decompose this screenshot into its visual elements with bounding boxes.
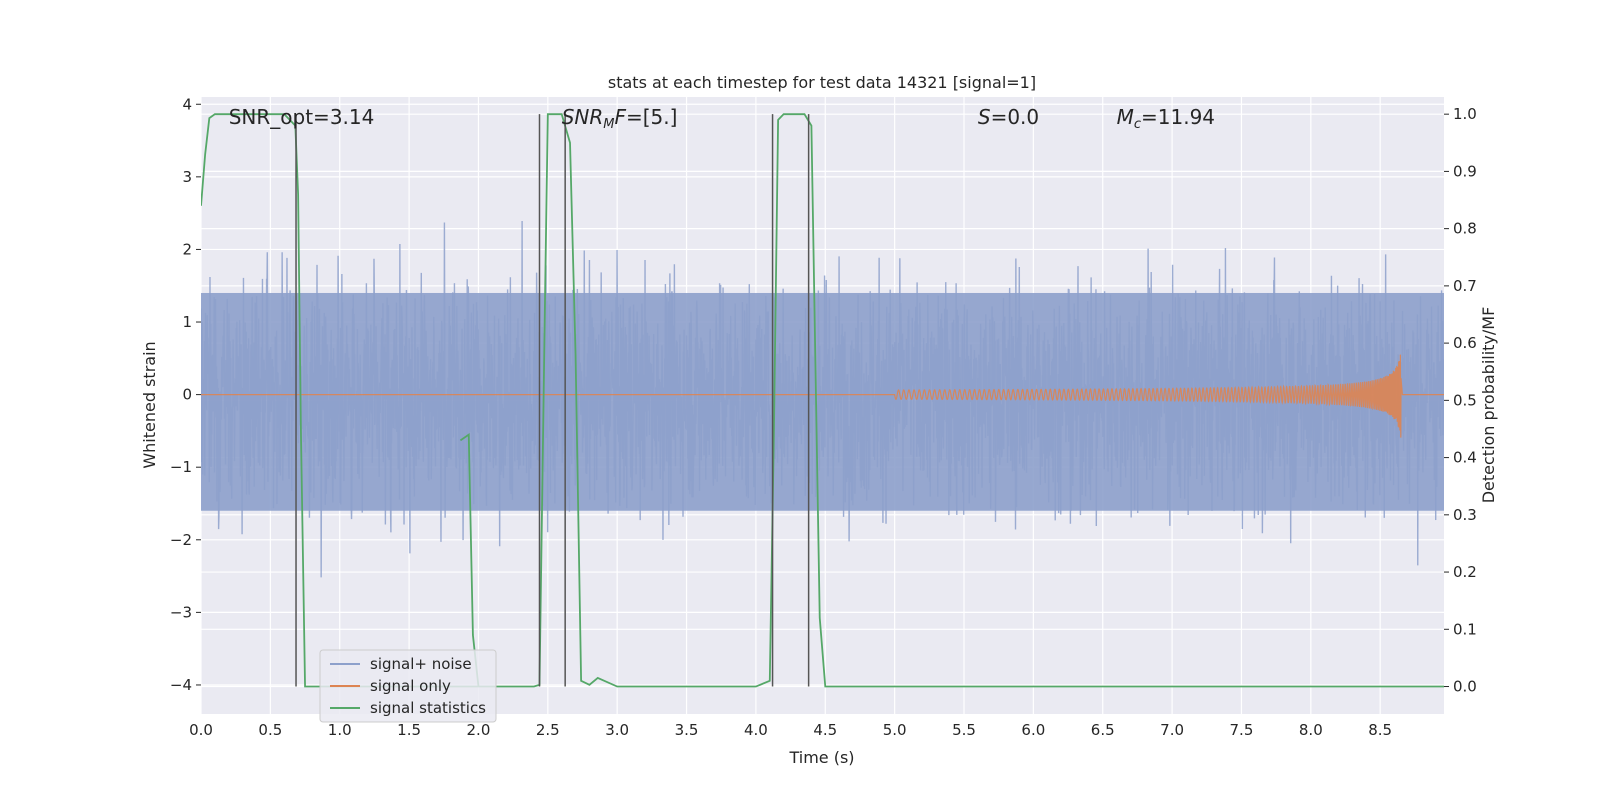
x-tick-label: 2.5 — [536, 721, 560, 739]
annotation-math: S — [978, 105, 991, 129]
x-tick-label: 6.0 — [1021, 721, 1045, 739]
y2-tick-label: 0.7 — [1453, 277, 1477, 295]
x-tick-label: 5.5 — [952, 721, 976, 739]
y-axis-right: 1.0 0.9 0.8 0.7 0.6 0.5 0.4 0.3 0.2 0.1 0.0 — [1444, 105, 1477, 696]
y-tick-label: −2 — [170, 531, 192, 549]
y-tick-label: 3 — [182, 168, 192, 186]
annotation-sub: M — [603, 117, 614, 132]
y2-tick-label: 0.0 — [1453, 678, 1477, 696]
annotation-text: Mc=11.94 — [1117, 105, 1215, 132]
x-tick-label: 5.0 — [883, 721, 907, 739]
y2-tick-label: 0.9 — [1453, 162, 1477, 180]
y2-tick-label: 0.2 — [1453, 563, 1477, 581]
x-tick-label: 3.0 — [605, 721, 629, 739]
y2-tick-label: 1.0 — [1453, 105, 1477, 123]
legend-label-stats: signal statistics — [370, 699, 486, 717]
annotation-math: SNR — [562, 105, 604, 129]
x-tick-label: 6.5 — [1091, 721, 1115, 739]
annotations: SNR_opt=3.14 SNRMF=[5.] S=0.0 Mc=11.94 — [229, 105, 1215, 132]
annotation-text: SNR_opt=3.14 — [229, 105, 375, 129]
annotation-sub: c — [1134, 117, 1141, 132]
series-signal-only — [201, 354, 1444, 438]
annotation-text: S=0.0 — [978, 105, 1039, 129]
x-tick-label: 2.0 — [467, 721, 491, 739]
annotation-suffix: =0.0 — [991, 105, 1040, 129]
y2-tick-label: 0.8 — [1453, 220, 1477, 238]
x-tick-label: 1.0 — [328, 721, 352, 739]
y-tick-label: −3 — [170, 603, 192, 621]
y-tick-label: 4 — [182, 95, 192, 113]
x-axis: 0.0 0.5 1.0 1.5 2.0 2.5 3.0 3.5 4.0 4.5 5.0 5.5 6.0 6… — [189, 721, 1392, 739]
x-tick-label: 4.0 — [744, 721, 768, 739]
legend-box — [319, 649, 497, 723]
y-tick-label: −1 — [170, 458, 192, 476]
x-tick-label: 0.0 — [189, 721, 213, 739]
legend: signal+ noise signal only signal statist… — [319, 649, 497, 723]
x-tick-label: 1.5 — [397, 721, 421, 739]
y2-tick-label: 0.3 — [1453, 506, 1477, 524]
y-tick-label: 2 — [182, 240, 192, 258]
annotation-prefix: SNR_opt=3.14 — [229, 105, 375, 129]
y2-axis-label: Detection probability/MF — [1479, 307, 1498, 504]
x-axis-label: Time (s) — [788, 748, 854, 767]
x-tick-label: 3.5 — [675, 721, 699, 739]
annotation-suffix: F=[5.] — [614, 105, 677, 129]
x-tick-label: 0.5 — [258, 721, 282, 739]
y-tick-label: 0 — [182, 386, 192, 404]
annotation-math: M — [1117, 105, 1134, 129]
x-tick-label: 7.5 — [1230, 721, 1254, 739]
x-tick-label: 4.5 — [813, 721, 837, 739]
annotation-text: SNRMF=[5.] — [562, 105, 678, 132]
y-tick-label: −4 — [170, 676, 192, 694]
annotation-suffix: =11.94 — [1141, 105, 1215, 129]
chart-title: stats at each timestep for test data 143… — [608, 73, 1036, 92]
x-tick-label: 7.0 — [1160, 721, 1184, 739]
x-tick-label: 8.0 — [1299, 721, 1323, 739]
y2-tick-label: 0.5 — [1453, 391, 1477, 409]
legend-label-noise: signal+ noise — [370, 655, 472, 673]
y-tick-label: 1 — [182, 313, 192, 331]
y2-tick-label: 0.4 — [1453, 449, 1477, 467]
x-tick-label: 8.5 — [1368, 721, 1392, 739]
annotation-suffix-rest: =[5.] — [626, 105, 677, 129]
vline-layer — [295, 114, 810, 687]
y-axis-left: 4 3 2 1 0 −1 −2 −3 −4 — [170, 95, 201, 694]
y2-tick-label: 0.1 — [1453, 620, 1477, 638]
y-axis-label: Whitened strain — [140, 341, 159, 468]
y2-tick-label: 0.6 — [1453, 334, 1477, 352]
annotation-suffix-math: F — [614, 105, 626, 129]
legend-label-signal: signal only — [370, 677, 451, 695]
series-layer — [201, 113, 1444, 688]
